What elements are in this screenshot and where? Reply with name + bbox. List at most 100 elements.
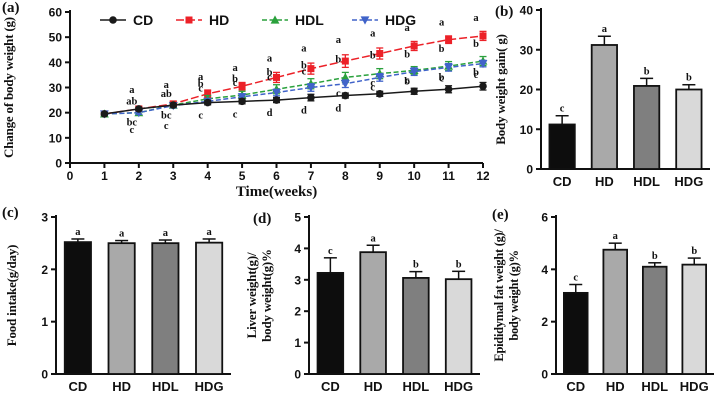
svg-text:3: 3 xyxy=(170,169,177,183)
svg-text:CD: CD xyxy=(68,379,87,394)
square-marker xyxy=(307,65,315,73)
triangle-up-marker xyxy=(340,72,350,82)
circle-legend-marker xyxy=(109,16,117,24)
svg-text:40: 40 xyxy=(520,4,534,18)
svg-text:c: c xyxy=(233,78,238,89)
series-HD: a a a a a a a a a a a xyxy=(100,13,487,118)
circle-marker xyxy=(100,110,109,118)
svg-text:b: b xyxy=(686,73,692,84)
svg-text:b: b xyxy=(439,44,445,55)
svg-text:CD: CD xyxy=(553,174,572,189)
svg-text:11: 11 xyxy=(442,169,455,183)
square-legend-marker xyxy=(185,16,193,24)
svg-text:6: 6 xyxy=(541,211,548,225)
svg-text:8: 8 xyxy=(342,169,349,183)
svg-text:10: 10 xyxy=(407,169,421,183)
svg-text:d: d xyxy=(267,108,273,119)
bar-CD: c CD xyxy=(548,104,576,189)
square-marker xyxy=(410,42,418,50)
circle-marker xyxy=(135,105,143,113)
svg-text:3: 3 xyxy=(41,211,48,225)
svg-text:c: c xyxy=(267,73,272,84)
legend-item-HDL: HDL xyxy=(262,12,324,28)
svg-text:b: b xyxy=(301,61,307,72)
svg-text:ab: ab xyxy=(126,97,137,108)
svg-text:4: 4 xyxy=(541,263,548,277)
svg-text:a: a xyxy=(164,80,170,91)
liver-weight-bar-chart: 0 1 2 3 4 5 Liver weight(g)/body weight(g)% c CD… xyxy=(244,211,480,394)
svg-text:a: a xyxy=(163,228,169,239)
svg-text:c: c xyxy=(198,83,203,94)
svg-text:b: b xyxy=(473,68,479,79)
triangle-down-marker xyxy=(375,73,385,83)
circle-marker xyxy=(410,87,418,96)
circle-marker xyxy=(203,98,212,107)
svg-text:c: c xyxy=(370,78,375,89)
svg-text:5: 5 xyxy=(239,169,246,183)
triangle-down-legend-marker xyxy=(360,16,370,25)
svg-text:a: a xyxy=(119,229,125,240)
legend-item-HD: HD xyxy=(176,12,229,28)
svg-text:CD: CD xyxy=(133,12,153,28)
svg-text:bc: bc xyxy=(161,111,172,122)
svg-text:b: b xyxy=(413,260,419,271)
svg-text:HDG: HDG xyxy=(385,12,416,28)
svg-text:0: 0 xyxy=(67,169,74,183)
svg-text:HD: HD xyxy=(209,12,229,28)
triangle-up-legend-marker xyxy=(270,15,280,24)
svg-text:a: a xyxy=(473,13,479,24)
svg-text:b: b xyxy=(232,74,238,85)
svg-text:a: a xyxy=(336,35,342,46)
svg-text:30: 30 xyxy=(49,81,63,95)
svg-text:0: 0 xyxy=(55,157,62,171)
svg-text:1: 1 xyxy=(294,336,301,350)
y-axis-title-b: Body weight gain( g) xyxy=(493,34,508,144)
svg-text:3: 3 xyxy=(294,273,301,287)
bar-HDL: b HDL xyxy=(633,66,661,189)
svg-text:b: b xyxy=(404,77,410,88)
panel-d-tag: (d) xyxy=(253,211,272,227)
svg-text:5: 5 xyxy=(294,211,301,225)
triangle-down-marker xyxy=(444,63,453,72)
svg-text:c: c xyxy=(198,111,203,122)
svg-text:0: 0 xyxy=(526,163,533,177)
svg-text:0: 0 xyxy=(294,368,301,382)
triangle-down-marker xyxy=(272,88,281,98)
square-marker xyxy=(204,90,212,98)
svg-text:b: b xyxy=(456,259,462,270)
svg-text:c: c xyxy=(164,121,169,132)
svg-text:ab: ab xyxy=(161,89,172,100)
triangle-down-marker xyxy=(237,93,247,102)
bar-HDG: b HDG xyxy=(680,246,709,394)
svg-text:HDG: HDG xyxy=(444,379,473,394)
svg-text:c: c xyxy=(560,104,565,115)
bar-HD: a HD xyxy=(359,233,387,394)
svg-text:4: 4 xyxy=(204,169,211,183)
svg-text:d: d xyxy=(335,104,341,115)
bar-HDL: b HDL xyxy=(641,251,668,394)
svg-text:body weight(g)%: body weight(g)% xyxy=(259,249,274,342)
svg-text:7: 7 xyxy=(308,169,315,183)
bar-CD: c CD xyxy=(563,273,589,394)
svg-text:HDL: HDL xyxy=(403,379,430,394)
svg-text:a: a xyxy=(370,29,376,40)
square-marker xyxy=(445,36,453,44)
bar-HD: a HD xyxy=(602,231,629,394)
bar-CD: c CD xyxy=(316,246,345,394)
panel-d-liver-weight-bar-chart: (d) 0 1 2 3 4 5 Liver weight(g)/body weight(g)… xyxy=(243,203,490,406)
panel-a-body-weight-line-chart: (a) 0 10 20 30 40 50 60 0 1 2 3 4 5 6 7 8 9 10 11 12 Time(we… xyxy=(0,0,489,203)
svg-text:2: 2 xyxy=(541,315,548,329)
svg-text:6: 6 xyxy=(273,169,280,183)
svg-text:HDG: HDG xyxy=(674,174,703,189)
bar-HDL: b HDL xyxy=(402,260,430,394)
svg-text:a: a xyxy=(439,18,445,29)
svg-text:a: a xyxy=(75,227,81,238)
svg-text:20: 20 xyxy=(520,83,534,97)
svg-text:0: 0 xyxy=(541,368,548,382)
svg-text:50: 50 xyxy=(49,31,63,45)
svg-text:10: 10 xyxy=(520,123,534,137)
circle-marker xyxy=(272,96,281,104)
panel-a-tag: (a) xyxy=(2,0,20,16)
